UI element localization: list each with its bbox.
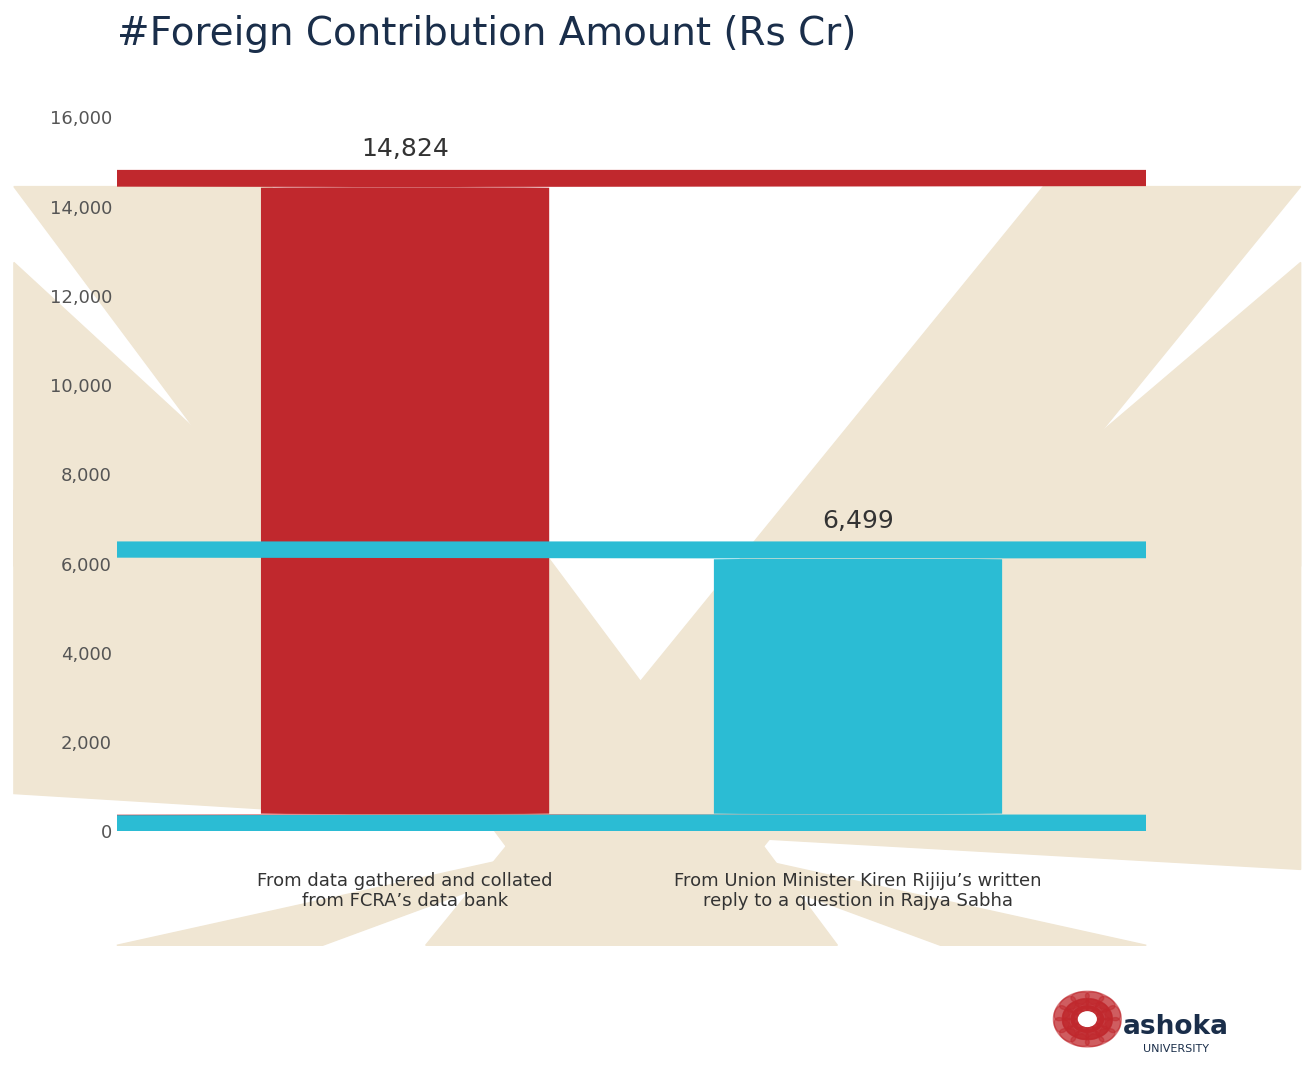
Polygon shape [1096, 1013, 1104, 1025]
Polygon shape [14, 262, 632, 832]
Text: 14,824: 14,824 [361, 137, 449, 161]
Polygon shape [1075, 1024, 1088, 1032]
Polygon shape [426, 187, 1301, 945]
FancyBboxPatch shape [0, 169, 1314, 832]
Polygon shape [1072, 1019, 1081, 1029]
Polygon shape [1099, 996, 1121, 1021]
Polygon shape [1085, 1028, 1116, 1047]
Polygon shape [1054, 1006, 1070, 1033]
Polygon shape [1059, 992, 1089, 1010]
Text: From data gathered and collated
from FCRA’s data bank: From data gathered and collated from FCR… [258, 872, 553, 911]
Polygon shape [1085, 992, 1116, 1010]
Polygon shape [632, 490, 1301, 870]
Polygon shape [1087, 1024, 1100, 1032]
Text: UNIVERSITY: UNIVERSITY [1143, 1043, 1209, 1054]
Polygon shape [1072, 1009, 1081, 1020]
Polygon shape [1080, 1006, 1095, 1012]
Polygon shape [1075, 1029, 1100, 1040]
Polygon shape [1071, 1034, 1104, 1047]
Polygon shape [1054, 996, 1076, 1021]
Polygon shape [632, 832, 1146, 945]
Polygon shape [1067, 1026, 1089, 1039]
Text: ashoka: ashoka [1123, 1014, 1229, 1040]
Polygon shape [1085, 999, 1108, 1012]
Polygon shape [117, 832, 632, 945]
Polygon shape [1067, 999, 1089, 1012]
Polygon shape [1096, 1017, 1112, 1036]
Text: #Foreign Contribution Amount (Rs Cr): #Foreign Contribution Amount (Rs Cr) [117, 15, 857, 53]
Text: 6,499: 6,499 [823, 508, 894, 533]
Polygon shape [1093, 1019, 1102, 1029]
Polygon shape [1105, 1006, 1121, 1033]
Polygon shape [632, 262, 1301, 832]
Polygon shape [1054, 1017, 1076, 1042]
Polygon shape [1059, 1028, 1089, 1047]
Circle shape [1079, 1012, 1096, 1026]
Polygon shape [1096, 1002, 1112, 1021]
Polygon shape [1100, 1009, 1113, 1029]
Polygon shape [1063, 1017, 1079, 1036]
Polygon shape [14, 187, 837, 945]
Polygon shape [1085, 1026, 1108, 1039]
Polygon shape [1071, 992, 1104, 1005]
Polygon shape [14, 490, 632, 832]
Polygon shape [1063, 1002, 1079, 1021]
Polygon shape [1075, 998, 1100, 1009]
Polygon shape [1075, 1007, 1088, 1014]
Polygon shape [1071, 1013, 1079, 1025]
Text: From Union Minister Kiren Rijiju’s written
reply to a question in Rajya Sabha: From Union Minister Kiren Rijiju’s writt… [674, 872, 1042, 911]
FancyBboxPatch shape [0, 542, 1314, 832]
Polygon shape [1080, 1026, 1095, 1033]
Polygon shape [1099, 1017, 1121, 1042]
Polygon shape [1087, 1007, 1100, 1014]
Polygon shape [1062, 1009, 1075, 1029]
Polygon shape [1093, 1009, 1102, 1020]
